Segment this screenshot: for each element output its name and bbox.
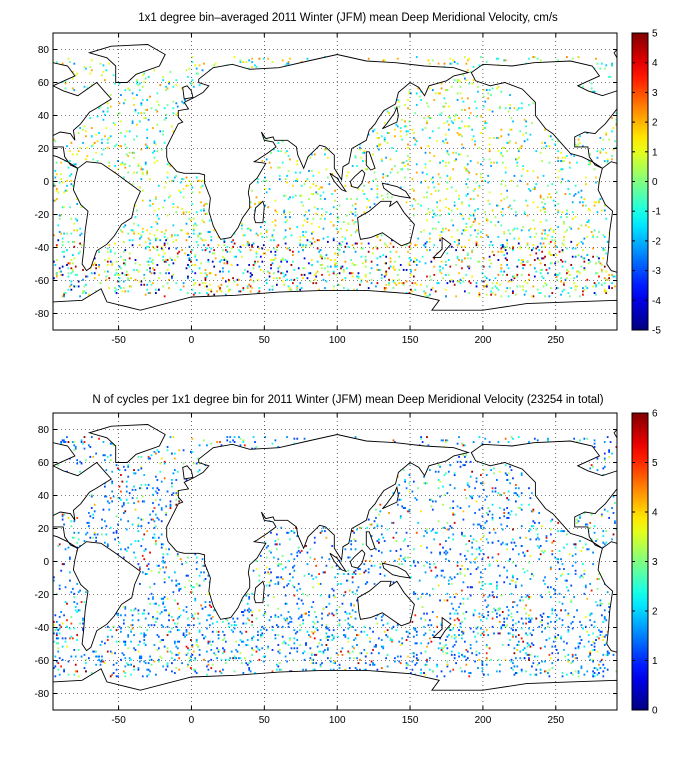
- velocity-title: 1x1 degree bin–averaged 2011 Winter (JFM…: [138, 12, 558, 24]
- land-new-zealand: [432, 236, 452, 258]
- land-new-guinea: [381, 182, 412, 199]
- y-tick-label: -20: [35, 590, 50, 601]
- x-tick-label: 200: [475, 715, 492, 726]
- velocity-panel: 1x1 degree bin–averaged 2011 Winter (JFM…: [35, 12, 662, 347]
- land-sumatra: [329, 172, 348, 193]
- data-bins: [53, 56, 617, 298]
- colorbar-tick-label: 1: [652, 147, 658, 158]
- y-tick-label: -40: [35, 623, 50, 634]
- y-tick-label: 0: [43, 177, 49, 188]
- land-greenland-wrap: [613, 428, 617, 439]
- colorbar-tick-label: 4: [652, 508, 658, 519]
- y-tick-label: -60: [35, 656, 50, 667]
- colorbar-tick-label: -3: [652, 266, 661, 277]
- grid-lines: [53, 413, 617, 710]
- land-africa-eurasia: [166, 434, 470, 620]
- land-borneo: [349, 169, 366, 189]
- x-tick-label: 250: [547, 335, 564, 346]
- y-tick-label: -20: [35, 210, 50, 221]
- x-tick-label: 100: [329, 715, 346, 726]
- x-tick-label: 0: [189, 335, 195, 346]
- x-tick-label: -50: [111, 715, 126, 726]
- land-new-zealand: [432, 616, 452, 638]
- land-sumatra: [329, 552, 348, 573]
- colorbar-tick-label: 3: [652, 557, 658, 568]
- x-tick-label: 50: [259, 715, 271, 726]
- land-alaska-nam-wrap: [470, 60, 617, 169]
- colorbar-tick-label: 5: [652, 458, 658, 469]
- coastlines: [53, 424, 617, 710]
- land-africa-eurasia: [166, 54, 470, 240]
- land-greenland: [87, 44, 166, 83]
- land-antarctica: [53, 668, 617, 710]
- land-australia: [357, 580, 415, 627]
- land-greenland-wrap: [613, 48, 617, 59]
- y-tick-label: 80: [38, 425, 50, 436]
- colorbar-tick-label: 2: [652, 118, 658, 129]
- land-alaska-nam-wrap: [470, 440, 617, 549]
- y-tick-label: 20: [38, 144, 50, 155]
- colorbar-tick-label: 4: [652, 58, 658, 69]
- x-tick-label: 150: [402, 335, 419, 346]
- colorbar-tick-label: -1: [652, 207, 661, 218]
- colorbar-tick-label: -2: [652, 236, 661, 247]
- land-new-guinea: [381, 562, 412, 579]
- x-tick-label: 0: [189, 715, 195, 726]
- y-tick-label: -80: [35, 689, 50, 700]
- colorbar-tick-label: 1: [652, 656, 658, 667]
- land-indochina-islands: [365, 151, 376, 171]
- colorbar-tick-label: 5: [652, 29, 658, 40]
- colorbar-tick-label: 2: [652, 607, 658, 618]
- land-madagascar: [253, 200, 265, 224]
- y-tick-label: 40: [38, 111, 50, 122]
- land-greenland: [87, 424, 166, 463]
- colorbar-tick-label: 6: [652, 409, 658, 420]
- land-antarctica: [53, 288, 617, 330]
- x-tick-label: 100: [329, 335, 346, 346]
- land-australia: [357, 200, 415, 247]
- cycles-panel: N of cycles per 1x1 degree bin for 2011 …: [0, 380, 696, 760]
- colorbar-tick-label: -5: [652, 326, 661, 337]
- coastlines: [53, 44, 617, 330]
- land-north-america: [53, 442, 112, 549]
- y-tick-label: -40: [35, 243, 50, 254]
- cycles-map-chart: -50 0 50 100 150 200 250806040200-20-40-60-806…: [35, 409, 658, 727]
- y-tick-label: 0: [43, 557, 49, 568]
- land-japan: [382, 485, 399, 510]
- y-tick-label: 40: [38, 491, 50, 502]
- y-tick-label: 80: [38, 45, 50, 56]
- land-north-america: [53, 62, 112, 169]
- land-south-america: [72, 161, 141, 272]
- land-borneo: [349, 549, 366, 569]
- velocity-map-chart: -50 0 50 100 150 200 250806040200-20-40-60-805…: [35, 29, 662, 347]
- x-tick-label: 50: [259, 335, 271, 346]
- land-indochina-islands: [365, 531, 376, 551]
- land-south-america-wrap: [597, 161, 617, 273]
- colorbar-tick-label: 3: [652, 88, 658, 99]
- y-tick-label: 60: [38, 78, 50, 89]
- x-tick-label: 250: [547, 715, 564, 726]
- x-tick-label: 200: [475, 335, 492, 346]
- land-south-america: [72, 541, 141, 652]
- x-tick-label: 150: [402, 715, 419, 726]
- y-tick-label: 60: [38, 458, 50, 469]
- colorbar-tick-label: 0: [652, 177, 658, 188]
- land-madagascar: [253, 580, 265, 604]
- land-south-america-wrap: [597, 541, 617, 653]
- y-tick-label: -60: [35, 276, 50, 287]
- grid-lines: [53, 33, 617, 330]
- y-tick-label: 20: [38, 524, 50, 535]
- colorbar-tick-label: 0: [652, 706, 658, 717]
- x-tick-label: -50: [111, 335, 126, 346]
- cycles-title: N of cycles per 1x1 degree bin for 2011 …: [92, 394, 604, 406]
- colorbar-tick-label: -4: [652, 296, 661, 307]
- y-tick-label: -80: [35, 309, 50, 320]
- land-japan: [382, 105, 399, 130]
